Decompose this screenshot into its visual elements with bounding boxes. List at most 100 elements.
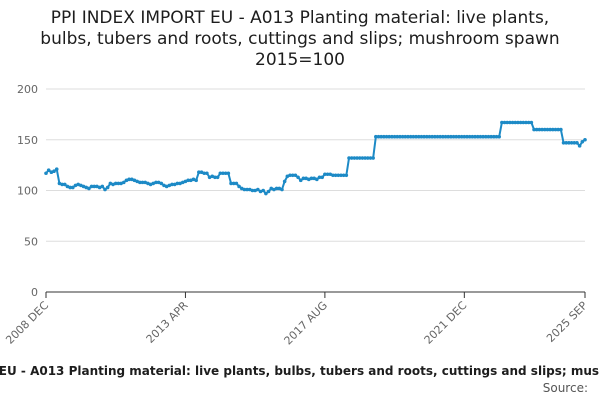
data-point[interactable] xyxy=(478,134,483,139)
data-point[interactable] xyxy=(492,134,496,139)
data-point[interactable] xyxy=(333,173,338,178)
data-point[interactable] xyxy=(387,134,392,139)
data-point[interactable] xyxy=(92,184,97,189)
data-point[interactable] xyxy=(159,181,164,186)
data-point[interactable] xyxy=(508,120,512,125)
data-point[interactable] xyxy=(577,144,582,148)
data-point[interactable] xyxy=(521,120,526,125)
data-point[interactable] xyxy=(475,134,480,139)
data-point[interactable] xyxy=(266,189,271,194)
data-point[interactable] xyxy=(572,141,577,145)
data-point[interactable] xyxy=(60,182,64,187)
data-point[interactable] xyxy=(489,134,493,139)
data-point[interactable] xyxy=(462,134,467,139)
data-point[interactable] xyxy=(556,127,560,132)
data-point[interactable] xyxy=(561,141,566,145)
data-point[interactable] xyxy=(341,173,346,178)
data-point[interactable] xyxy=(170,182,174,187)
data-point[interactable] xyxy=(510,120,515,125)
data-point[interactable] xyxy=(505,120,510,125)
data-point[interactable] xyxy=(384,134,389,139)
data-point[interactable] xyxy=(325,172,330,177)
data-point[interactable] xyxy=(140,180,145,185)
data-point[interactable] xyxy=(403,134,408,139)
data-point[interactable] xyxy=(317,175,322,180)
data-point[interactable] xyxy=(100,184,105,189)
data-point[interactable] xyxy=(62,182,67,187)
data-point[interactable] xyxy=(237,184,241,189)
data-point[interactable] xyxy=(355,156,359,160)
data-point[interactable] xyxy=(250,188,255,193)
data-point[interactable] xyxy=(392,134,397,139)
data-point[interactable] xyxy=(352,156,357,160)
data-point[interactable] xyxy=(242,187,247,192)
data-point[interactable] xyxy=(218,171,223,176)
data-point[interactable] xyxy=(54,167,59,171)
data-point[interactable] xyxy=(467,134,472,139)
data-point[interactable] xyxy=(422,134,426,139)
data-point[interactable] xyxy=(344,173,349,178)
data-point[interactable] xyxy=(551,127,555,132)
data-point[interactable] xyxy=(537,127,542,132)
data-point[interactable] xyxy=(234,181,239,186)
data-point[interactable] xyxy=(400,134,405,139)
data-point[interactable] xyxy=(360,156,365,160)
data-point[interactable] xyxy=(548,127,552,132)
data-point[interactable] xyxy=(264,191,268,196)
data-point[interactable] xyxy=(113,181,118,186)
data-point[interactable] xyxy=(261,188,266,193)
data-point[interactable] xyxy=(121,180,126,185)
data-point[interactable] xyxy=(320,175,325,180)
data-point[interactable] xyxy=(282,179,287,184)
data-point[interactable] xyxy=(513,120,518,125)
data-point[interactable] xyxy=(580,139,585,144)
data-point[interactable] xyxy=(486,134,491,139)
data-point[interactable] xyxy=(451,134,456,139)
data-point[interactable] xyxy=(194,178,198,183)
data-point[interactable] xyxy=(532,127,536,132)
data-point[interactable] xyxy=(419,134,424,139)
data-point[interactable] xyxy=(44,171,48,176)
data-point[interactable] xyxy=(371,156,375,160)
data-point[interactable] xyxy=(569,141,574,145)
data-point[interactable] xyxy=(231,181,236,186)
data-point[interactable] xyxy=(256,187,260,192)
data-point[interactable] xyxy=(545,127,550,132)
data-point[interactable] xyxy=(500,120,504,125)
data-point[interactable] xyxy=(205,171,209,176)
data-point[interactable] xyxy=(89,184,94,189)
data-point[interactable] xyxy=(296,175,300,180)
data-point[interactable] xyxy=(376,134,381,139)
data-point[interactable] xyxy=(575,141,579,145)
data-point[interactable] xyxy=(331,173,335,178)
data-point[interactable] xyxy=(288,173,292,178)
data-point[interactable] xyxy=(559,127,563,132)
data-point[interactable] xyxy=(473,134,477,139)
data-point[interactable] xyxy=(323,172,327,177)
data-point[interactable] xyxy=(301,176,306,181)
data-point[interactable] xyxy=(293,173,298,178)
data-point[interactable] xyxy=(175,181,180,186)
data-point[interactable] xyxy=(494,134,499,139)
data-point[interactable] xyxy=(274,186,279,191)
data-point[interactable] xyxy=(542,127,547,132)
data-point[interactable] xyxy=(197,170,201,175)
data-point[interactable] xyxy=(103,187,107,192)
data-point[interactable] xyxy=(564,141,569,145)
data-point[interactable] xyxy=(483,134,488,139)
data-point[interactable] xyxy=(154,180,158,185)
data-point[interactable] xyxy=(213,175,217,180)
data-point[interactable] xyxy=(186,178,190,183)
data-point[interactable] xyxy=(441,134,445,139)
data-point[interactable] xyxy=(465,134,469,139)
data-point[interactable] xyxy=(497,134,501,139)
data-point[interactable] xyxy=(215,175,220,180)
data-point[interactable] xyxy=(374,134,378,139)
data-point[interactable] xyxy=(446,134,451,139)
data-point[interactable] xyxy=(408,134,413,139)
data-point[interactable] xyxy=(459,134,464,139)
data-point[interactable] xyxy=(245,187,249,192)
data-point[interactable] xyxy=(449,134,453,139)
data-point[interactable] xyxy=(470,134,475,139)
data-point[interactable] xyxy=(553,127,558,132)
